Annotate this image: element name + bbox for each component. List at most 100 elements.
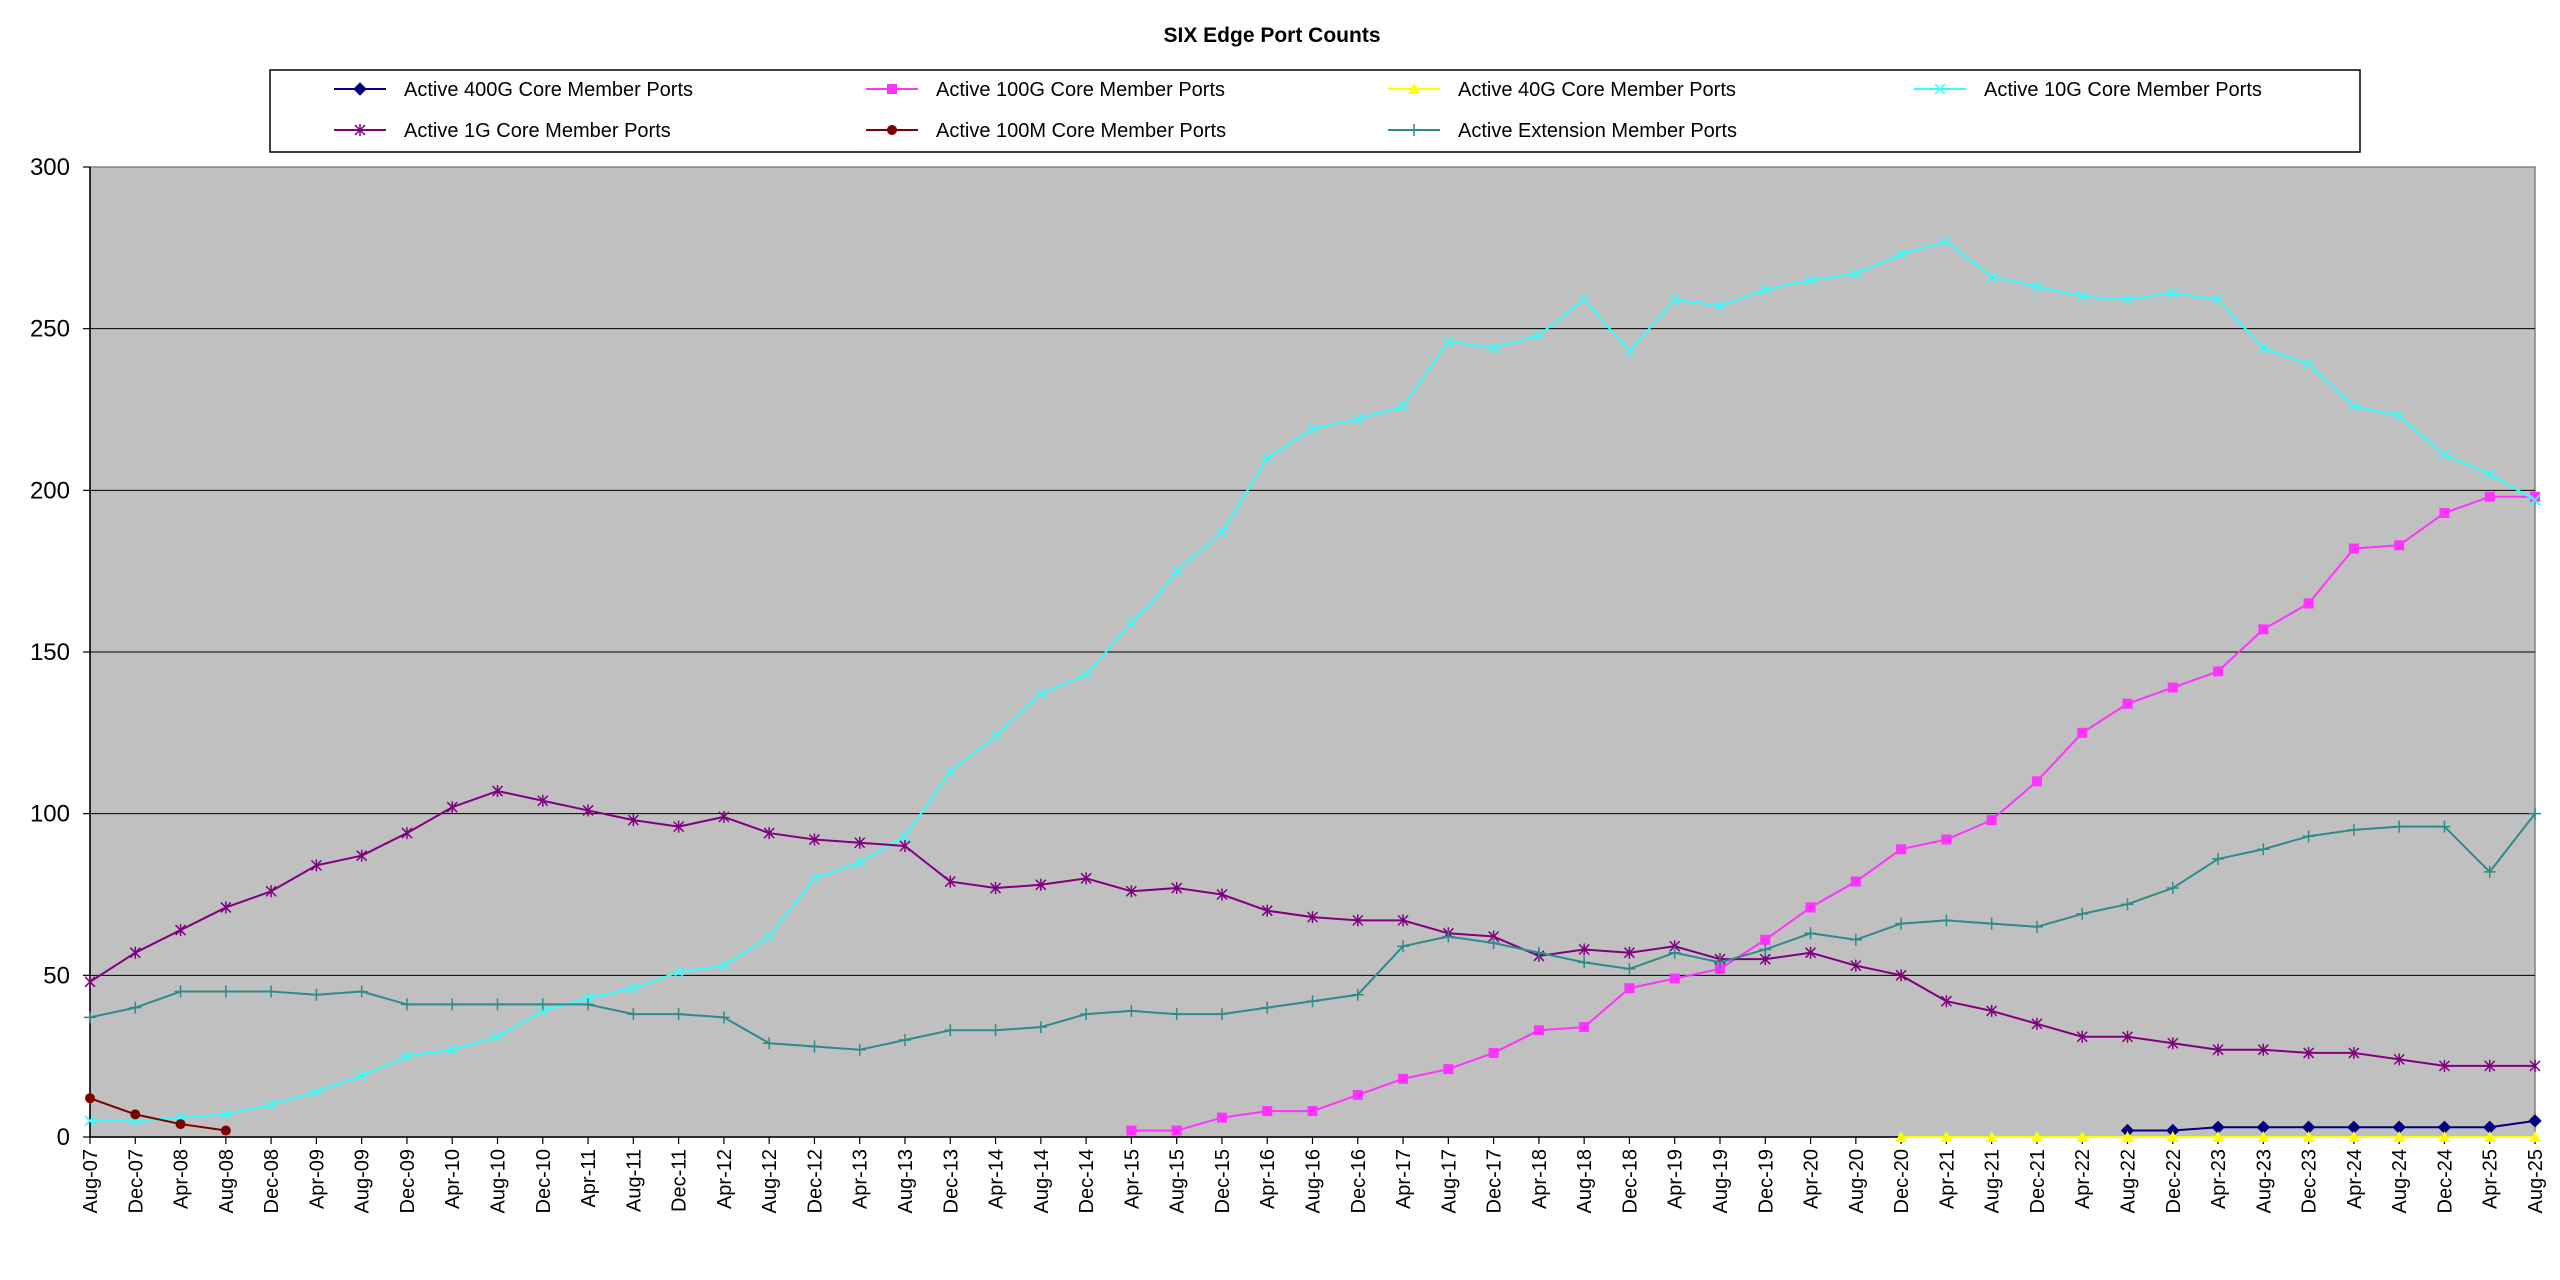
data-point	[1035, 878, 1047, 891]
data-point	[1940, 995, 1952, 1008]
data-point	[1849, 933, 1862, 946]
data-point	[1125, 1004, 1138, 1017]
data-point	[1171, 1125, 1182, 1136]
legend-marker	[887, 125, 897, 135]
data-point	[673, 820, 685, 833]
data-point	[84, 1115, 96, 1127]
data-point	[582, 992, 594, 1004]
data-point	[1035, 688, 1047, 700]
data-point	[265, 985, 278, 998]
data-point	[1850, 959, 1862, 972]
data-point	[129, 1001, 142, 1014]
data-point	[2484, 491, 2495, 502]
data-point	[2529, 807, 2541, 820]
data-point	[1352, 413, 1364, 425]
data-point	[310, 1086, 322, 1098]
data-point	[491, 998, 504, 1011]
x-tick-label: Apr-17	[1393, 1149, 1415, 1209]
data-point	[1714, 956, 1726, 969]
data-point	[808, 872, 820, 884]
gridlines	[90, 328, 2535, 976]
data-point	[1714, 300, 1726, 312]
x-tick-label: Aug-12	[759, 1149, 781, 1214]
data-point	[1488, 1047, 1499, 1058]
data-point	[2076, 1131, 2089, 1142]
chart-title: SIX Edge Port Counts	[1163, 24, 1380, 47]
data-point	[1442, 930, 1455, 943]
data-point	[2529, 494, 2541, 506]
x-tick-label: Aug-19	[1710, 1149, 1732, 1214]
legend-box	[269, 69, 2361, 153]
data-point	[537, 794, 549, 807]
data-point	[1804, 927, 1817, 940]
x-tick-label: Dec-14	[1076, 1149, 1098, 1213]
x-tick-label: Apr-20	[1801, 1149, 1823, 1209]
x-tick-label: Apr-21	[1936, 1149, 1958, 1209]
data-point	[2393, 1131, 2406, 1142]
series-3	[1895, 1131, 2541, 1142]
x-tick-label: Apr-12	[714, 1149, 736, 1209]
data-point	[1125, 885, 1137, 898]
data-point	[1215, 1008, 1228, 1021]
data-point	[1578, 943, 1590, 956]
data-point	[356, 1070, 368, 1082]
data-point	[2303, 1046, 2315, 1059]
data-point	[1306, 911, 1319, 924]
legend-label: Active 100G Core Member Ports	[936, 79, 1225, 101]
data-point	[1940, 1131, 1953, 1142]
x-tick-label: Aug-07	[80, 1149, 102, 1214]
data-point	[2438, 1131, 2451, 1142]
data-point	[1715, 963, 1725, 974]
data-point	[899, 840, 911, 852]
data-point	[2303, 358, 2315, 370]
data-point	[491, 785, 504, 798]
legend-label: Active 400G Core Member Ports	[404, 79, 693, 101]
data-point	[2212, 1131, 2225, 1142]
data-point	[853, 1043, 866, 1056]
data-point	[85, 1093, 95, 1104]
data-point	[1895, 917, 1908, 930]
data-point	[1578, 294, 1590, 306]
data-point	[1397, 940, 1410, 953]
data-point	[627, 982, 639, 994]
x-tick-label: Apr-19	[1665, 1149, 1687, 1209]
data-point	[1940, 914, 1953, 927]
x-tick-label: Apr-11	[578, 1149, 600, 1208]
data-point	[446, 998, 459, 1011]
x-tick-label: Aug-13	[895, 1149, 917, 1214]
data-point	[1850, 268, 1862, 280]
data-point	[1261, 452, 1273, 464]
legend-label: Active 100M Core Member Ports	[936, 120, 1226, 142]
data-point	[1624, 983, 1635, 994]
data-point	[1443, 1064, 1454, 1075]
data-point	[1171, 882, 1183, 895]
data-point	[1306, 995, 1319, 1008]
data-point	[1895, 969, 1907, 982]
data-point	[1261, 1001, 1274, 1014]
data-point	[2483, 1131, 2496, 1142]
data-point	[220, 901, 232, 914]
legend-item: Active 40G Core Member Ports	[1388, 79, 1736, 101]
data-point	[536, 998, 549, 1011]
legend-item: Active 1G Core Member Ports	[334, 120, 671, 142]
x-tick-label: Apr-15	[1121, 1149, 1143, 1209]
x-tick-label: Dec-23	[2299, 1149, 2321, 1213]
series-5	[84, 785, 2541, 1072]
x-tick-label: Apr-22	[2072, 1149, 2094, 1209]
data-point	[219, 985, 232, 998]
data-point	[130, 1109, 141, 1120]
legend-marker	[1408, 83, 1420, 94]
y-tick-label: 50	[43, 962, 70, 989]
series-line	[1131, 495, 2535, 1132]
data-point	[717, 1011, 730, 1024]
x-tick-label: Dec-09	[397, 1149, 419, 1213]
data-point	[1533, 329, 1545, 341]
x-tick-label: Aug-23	[2253, 1149, 2275, 1214]
data-point	[1578, 956, 1591, 969]
data-point	[1216, 888, 1228, 901]
data-point	[899, 1034, 911, 1046]
data-point	[672, 1008, 685, 1021]
x-tick-label: Dec-21	[2027, 1149, 2049, 1213]
data-point	[989, 1024, 1002, 1037]
series-4	[84, 235, 2541, 1127]
